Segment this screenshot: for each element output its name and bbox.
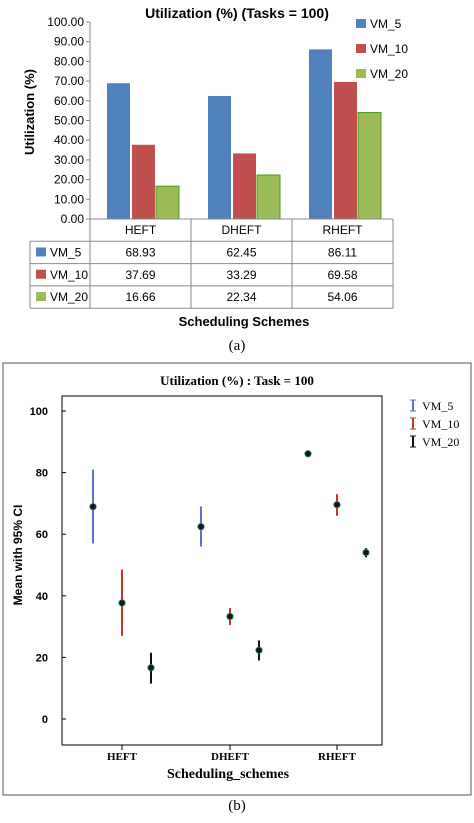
- chart-a-ytick-label: 70.00: [54, 74, 84, 88]
- chart-a-caption: (a): [229, 338, 246, 354]
- chart-a-ytick-label: 30.00: [54, 153, 84, 167]
- chart-a-bar: [233, 153, 256, 219]
- chart-a-table-value: 69.58: [327, 268, 357, 282]
- chart-b-legend-label: VM_5: [422, 399, 453, 413]
- chart-a-table-value: 68.93: [125, 245, 155, 259]
- chart-b-plot-frame: [61, 395, 383, 746]
- chart-a-legend-swatch: [356, 44, 366, 53]
- chart-b-category-label: RHEFT: [318, 751, 357, 763]
- chart-b-axes: [61, 395, 383, 750]
- chart-b-mean-point: [255, 646, 263, 654]
- chart-a-ytick-label: 80.00: [54, 54, 84, 68]
- chart-a-data-table: HEFT DHEFT RHEFT VM_5 68.93 62.45 86.11 VM_10 37…: [29, 218, 394, 309]
- chart-b-category-label: HEFT: [107, 751, 138, 763]
- chart-a-category-label: RHEFT: [323, 223, 364, 237]
- chart-b-mean-point: [333, 501, 341, 509]
- chart-a-axes: [86, 21, 91, 220]
- chart-a-table-swatch: [36, 269, 46, 279]
- chart-a-table-series-label: VM_5: [50, 245, 82, 259]
- chart-b-yticks: 0 20 40 60 80 100: [30, 406, 48, 726]
- chart-a-xlabel: Scheduling Schemes: [179, 314, 310, 329]
- chart-b-legend: VM_5 VM_10 VM_20: [410, 399, 459, 449]
- chart-a-bar: [334, 81, 357, 219]
- chart-a-bar: [155, 185, 180, 220]
- chart-a-table-series-label: VM_20: [50, 290, 88, 304]
- chart-a-table-swatch: [36, 292, 46, 302]
- chart-a-ytick-label: 20.00: [54, 173, 84, 187]
- chart-a-bar: [132, 144, 155, 219]
- chart-b-legend-label: VM_10: [422, 417, 459, 431]
- chart-a-table-value: 16.66: [125, 290, 155, 304]
- chart-b-mean-point: [118, 599, 126, 607]
- chart-b-legend-label: VM_20: [422, 435, 459, 449]
- chart-b-ytick-label: 20: [36, 652, 48, 664]
- chart-b-ytick-label: 80: [36, 468, 48, 480]
- chart-b-title: Utilization (%) : Task = 100: [160, 373, 314, 388]
- chart-a-ytick-label: 60.00: [54, 94, 84, 108]
- chart-a-bar: [208, 95, 231, 219]
- chart-a-title: Utilization (%) (Tasks = 100): [145, 5, 329, 21]
- chart-a-ylabel: Utilization (%): [22, 69, 37, 155]
- chart-b-mean-point: [147, 664, 155, 672]
- chart-a-bar: [309, 49, 332, 220]
- chart-b-ylabel: Mean with 95% CI: [11, 505, 25, 606]
- chart-a-ytick-label: 0.00: [61, 212, 85, 226]
- chart-b-ytick-label: 40: [36, 591, 48, 603]
- chart-a-legend-swatch: [356, 69, 366, 78]
- chart-a-bars: [107, 49, 382, 220]
- chart-b-category-label: DHEFT: [211, 751, 250, 763]
- chart-a-table-value: 86.11: [328, 245, 357, 259]
- chart-b-ytick-label: 60: [36, 529, 48, 541]
- chart-b-mean-point: [226, 612, 234, 621]
- chart-a-table-value: 54.06: [327, 290, 357, 304]
- chart-a-legend-swatch: [356, 19, 366, 28]
- chart-b-ytick-label: 100: [30, 406, 48, 418]
- chart-a-table-value: 62.45: [226, 245, 256, 259]
- chart-a-ytick-label: 10.00: [54, 192, 84, 206]
- chart-a: Utilization (%) (Tasks = 100) Utilizatio…: [22, 5, 408, 354]
- chart-b-xlabel: Scheduling_schemes: [167, 767, 290, 782]
- chart-a-legend-label: VM_10: [370, 42, 408, 56]
- chart-b-ytick-label: 0: [42, 714, 48, 726]
- chart-b-caption: (b): [228, 798, 246, 814]
- chart-a-legend-label: VM_20: [370, 67, 408, 81]
- chart-a-legend-label: VM_5: [370, 17, 402, 31]
- chart-b-mean-point: [362, 548, 370, 557]
- chart-a-bar: [256, 174, 281, 220]
- chart-a-category-label: HEFT: [125, 223, 157, 237]
- chart-a-table-value: 22.34: [226, 290, 256, 304]
- chart-a-bar: [107, 83, 130, 219]
- chart-b: Utilization (%) : Task = 100 Mean with 9…: [2, 362, 472, 814]
- chart-a-table-value: 33.29: [226, 268, 256, 282]
- chart-a-category-label: DHEFT: [222, 223, 263, 237]
- chart-a-table-value: 37.69: [125, 268, 155, 282]
- chart-a-ytick-label: 50.00: [54, 114, 84, 128]
- chart-a-table-swatch: [36, 247, 46, 257]
- chart-b-frame: [2, 362, 472, 796]
- chart-a-yticks: 0.00 10.00 20.00 30.00 40.00 50.00 60.00 70.00 8…: [47, 15, 84, 226]
- chart-b-points: [89, 450, 370, 684]
- chart-a-ytick-label: 100.00: [47, 15, 84, 29]
- chart-a-bar: [357, 112, 382, 220]
- chart-b-mean-point: [304, 450, 312, 458]
- chart-a-table-series-label: VM_10: [50, 268, 88, 282]
- chart-b-mean-point: [197, 523, 205, 531]
- chart-a-ytick-label: 40.00: [54, 133, 84, 147]
- chart-a-legend: VM_5 VM_10 VM_20: [356, 17, 408, 81]
- chart-b-xticks: HEFT DHEFT RHEFT: [107, 751, 357, 763]
- chart-a-ytick-label: 90.00: [54, 35, 84, 49]
- chart-b-mean-point: [89, 503, 97, 511]
